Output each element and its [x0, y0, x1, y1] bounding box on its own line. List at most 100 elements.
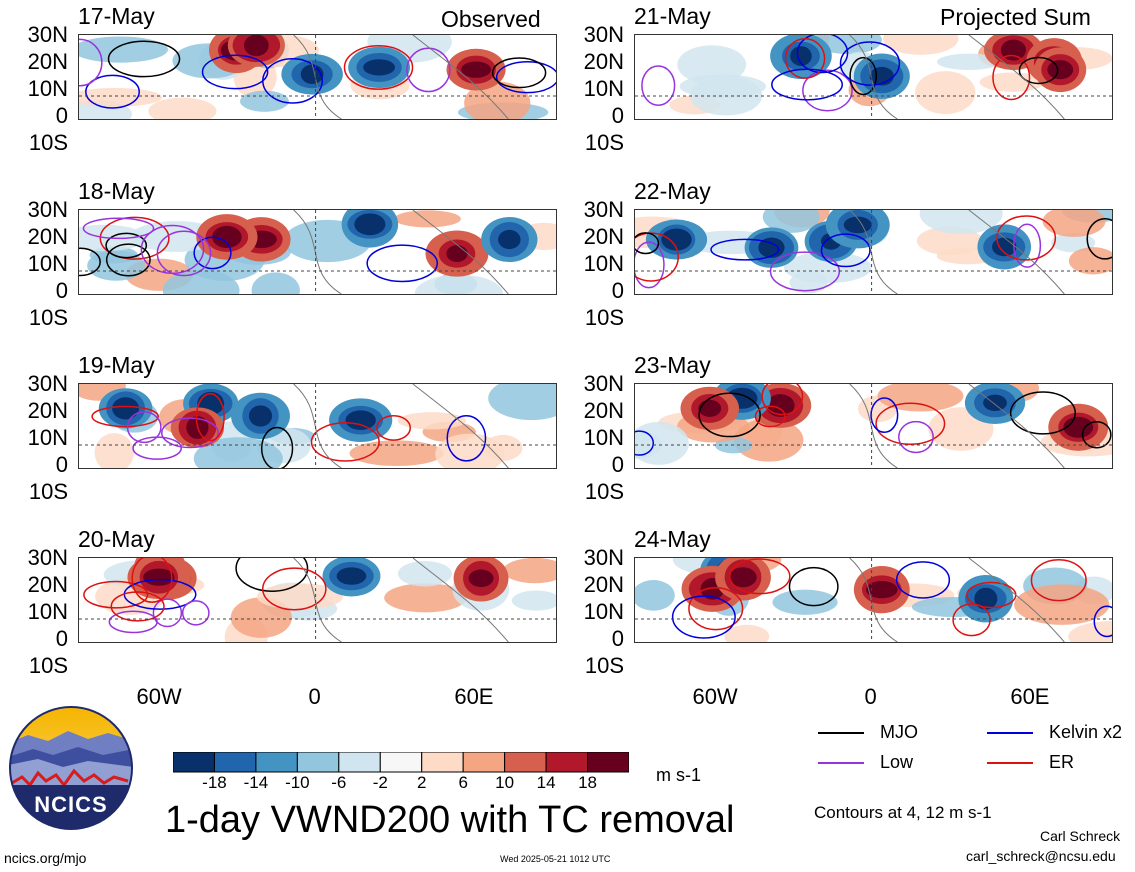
map-panel-field: [635, 35, 1112, 119]
contour-line: [181, 600, 210, 626]
contour-line: [83, 580, 149, 609]
field-blob: [919, 210, 1003, 235]
contour-note: Contours at 4, 12 m s-1: [814, 803, 992, 822]
contour-line: [820, 233, 871, 268]
contour-line: [201, 54, 269, 90]
positive-anomaly: [1063, 416, 1094, 438]
y-tick-label: 20N: [27, 398, 68, 424]
y-tick-label: 10N: [27, 76, 68, 102]
map-panel: [78, 383, 557, 469]
timestamp: Wed 2025-05-21 1012 UTC: [500, 854, 611, 864]
field-blob: [256, 583, 344, 610]
colorbar-swatches: [172, 751, 630, 773]
contour-line: [105, 243, 151, 277]
y-tick-label: 20N: [27, 572, 68, 598]
y-tick-label: 10N: [583, 599, 624, 625]
contour-line: [992, 54, 1031, 101]
map-panel-field: [635, 384, 1112, 468]
contour-line: [849, 56, 878, 96]
field-blob: [148, 97, 217, 119]
y-tick-label: 0: [55, 626, 68, 652]
contour-line: [91, 405, 159, 428]
contour-line: [152, 598, 183, 628]
ncics-logo-icon: [9, 706, 133, 830]
panel-date-label: 21-May: [634, 3, 711, 29]
x-tick-label: 60E: [454, 684, 494, 709]
contour-line: [710, 238, 780, 261]
panel-date-label: 18-May: [78, 178, 155, 204]
map-panel: [78, 557, 557, 643]
contour-line: [1093, 605, 1112, 638]
colorbar-tick-label: -10: [285, 773, 310, 792]
contour-line: [952, 603, 991, 637]
negative-anomaly: [498, 229, 521, 250]
contour-line: [641, 65, 676, 107]
contour-line: [761, 384, 804, 416]
contour-line: [839, 41, 901, 86]
y-tick-label: 20N: [27, 49, 68, 75]
y-tick-label: 30N: [583, 545, 624, 570]
colorbar-swatch: [255, 751, 298, 773]
x-tick-label: 0: [308, 684, 321, 709]
y-tick-label: 10S: [584, 130, 624, 156]
contour-line: [107, 40, 181, 78]
negative-anomaly: [300, 64, 324, 84]
positive-anomaly: [468, 569, 494, 588]
y-tick-label: 10S: [28, 653, 68, 679]
field-blob: [677, 45, 747, 85]
contour-line: [788, 566, 839, 607]
y-tick-label: 10S: [28, 305, 68, 331]
positive-anomaly: [698, 399, 722, 417]
map-panel: [78, 34, 557, 120]
y-tick-label: 0: [611, 452, 624, 478]
y-tick-label: 10N: [583, 251, 624, 277]
x-tick-label: 0: [864, 684, 877, 709]
field-blob: [488, 384, 556, 420]
colorbar-swatch: [462, 751, 506, 773]
colorbar-tick-label: 14: [536, 773, 556, 792]
field-blob: [397, 561, 452, 587]
contour-line: [366, 244, 439, 283]
y-tick-label: 30N: [583, 197, 624, 222]
field-blob: [511, 590, 556, 611]
positive-anomaly: [461, 61, 492, 78]
field-blob: [882, 35, 959, 55]
units-label: m s-1: [656, 765, 701, 785]
positive-anomaly: [766, 394, 795, 417]
y-tick-label: 20N: [583, 49, 624, 75]
map-panel: [634, 209, 1113, 295]
field-blob: [936, 53, 1001, 71]
contour-line: [898, 420, 934, 454]
colorbar-tick-label: -2: [372, 773, 388, 792]
map-panel-field: [79, 210, 556, 294]
contour-line: [79, 38, 103, 87]
y-tick-label: 0: [55, 452, 68, 478]
source-url[interactable]: ncics.org/mjo: [4, 850, 87, 866]
colorbar-tick-label: -14: [243, 773, 269, 792]
field-blob: [1042, 210, 1106, 237]
observed-label: Observed: [441, 6, 541, 32]
y-tick-label: 20N: [583, 224, 624, 250]
negative-anomaly: [345, 410, 376, 431]
y-tick-label: 10N: [27, 599, 68, 625]
field-blob: [772, 589, 838, 615]
y-tick-label: 10S: [584, 479, 624, 505]
contour-line: [635, 232, 660, 255]
contour-line: [802, 69, 853, 112]
contour-line: [446, 414, 487, 462]
positive-anomaly: [1047, 60, 1074, 80]
contour-line: [195, 392, 225, 442]
y-tick-label: 30N: [27, 545, 68, 570]
negative-anomaly: [363, 59, 396, 76]
contour-line: [126, 411, 162, 444]
contour-line: [376, 414, 412, 441]
field-blob: [915, 71, 976, 115]
ncics-logo: NCICS: [8, 705, 134, 831]
field-blob: [483, 434, 523, 461]
y-tick-label: 10S: [28, 130, 68, 156]
contour-line: [754, 405, 786, 428]
y-tick-label: 30N: [27, 371, 68, 396]
email: carl_schreck@ncsu.edu: [966, 848, 1116, 864]
y-tick-label: 10S: [584, 653, 624, 679]
y-tick-label: 0: [611, 278, 624, 304]
